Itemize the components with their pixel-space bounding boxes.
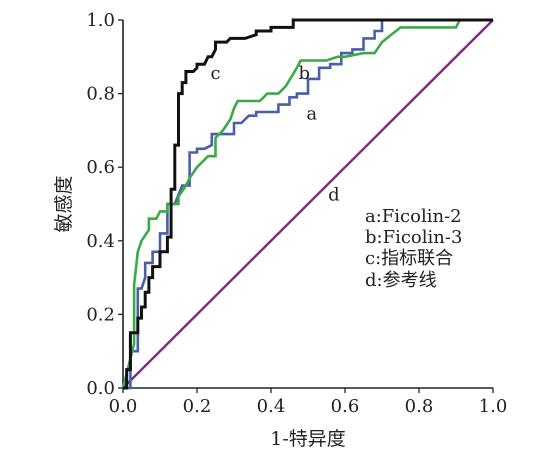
x-tick-label: 0.0	[109, 396, 138, 417]
x-tick-label: 0.6	[331, 396, 360, 417]
y-tick-label: 0.8	[86, 84, 115, 105]
x-tick-label: 0.8	[405, 396, 434, 417]
x-axis-title: 1-特异度	[270, 428, 346, 450]
series-line-c	[123, 18, 493, 390]
y-axis-title: 敏感度	[53, 175, 75, 232]
series-line-a	[123, 18, 493, 390]
curve-label-a: a	[306, 103, 317, 124]
axes: 0.0 0.2 0.4 0.6 0.8 1.0 0.0 0.2 0.4 0.6 0.8 1.0	[86, 10, 507, 417]
legend-item-b: b:Ficolin-3	[365, 227, 462, 248]
legend-item-c: c:指标联合	[365, 248, 453, 269]
x-tick-label: 0.2	[183, 396, 212, 417]
curve-label-d: d	[328, 184, 340, 205]
x-tick-label: 1.0	[479, 396, 508, 417]
legend-item-a: a:Ficolin-2	[365, 206, 462, 227]
y-tick-label: 0.4	[86, 231, 115, 252]
series-group	[121, 18, 494, 390]
y-tick-label: 1.0	[86, 10, 115, 31]
legend: a:Ficolin-2 b:Ficolin-3 c:指标联合 d:参考线	[365, 206, 462, 291]
curve-labels: ab c d	[210, 63, 339, 205]
y-tick-label: 0.2	[86, 304, 115, 325]
curve-label-c: c	[210, 63, 220, 84]
series-line-d	[122, 19, 494, 389]
curve-label-b: b	[299, 63, 311, 84]
legend-item-d: d:参考线	[365, 270, 437, 291]
series-line-b	[121, 18, 493, 389]
y-tick-label: 0.6	[86, 157, 115, 178]
y-tick-label: 0.0	[86, 378, 115, 399]
x-tick-label: 0.4	[257, 396, 286, 417]
